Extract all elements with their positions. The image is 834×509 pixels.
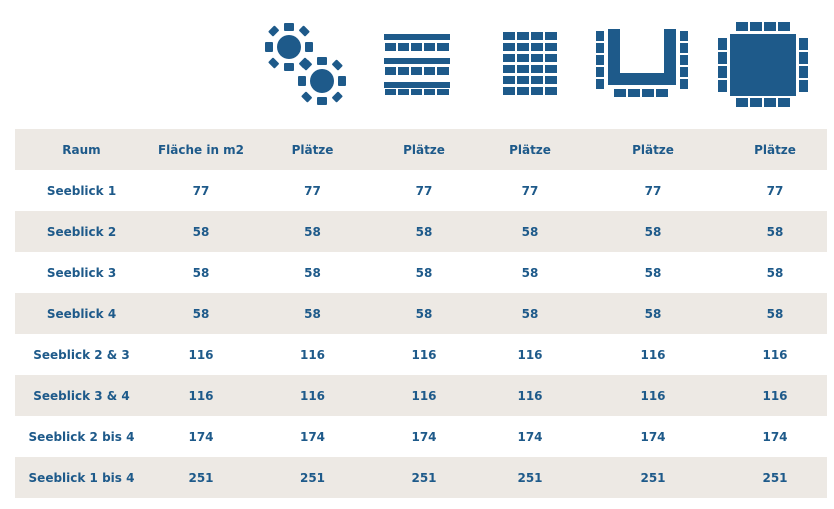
table-row: Seeblick 2 58 58 58 58 58 58 — [15, 211, 827, 252]
seats-value: 116 — [762, 388, 788, 403]
room-capacity-table: Raum Fläche in m2 Plätze Plätze Plätze P… — [15, 129, 827, 498]
seats-value: 251 — [299, 470, 326, 485]
seats-value: 77 — [304, 183, 321, 198]
seats-value: 58 — [415, 224, 433, 239]
table-row: Seeblick 3 & 4 116 116 116 116 116 116 — [15, 375, 827, 416]
seats-value: 116 — [640, 388, 666, 403]
seats-value: 251 — [517, 470, 543, 485]
seats-value: 58 — [644, 265, 662, 280]
seats-value: 77 — [521, 183, 539, 198]
area-value: 251 — [188, 470, 214, 485]
header-room: Raum — [62, 142, 101, 157]
classroom-seating-icon — [384, 34, 450, 96]
seats-value: 251 — [640, 470, 666, 485]
room-name: Seeblick 2 — [46, 224, 117, 239]
seats-value: 116 — [517, 388, 543, 403]
seats-value: 174 — [411, 429, 437, 444]
table-row: Seeblick 3 58 58 58 58 58 58 — [15, 252, 827, 293]
seats-value: 58 — [521, 265, 539, 280]
table-row: Seeblick 4 58 58 58 58 58 58 — [15, 293, 827, 334]
seats-value: 58 — [766, 224, 784, 239]
table-row: Seeblick 2 & 3 116 116 116 116 116 116 — [15, 334, 827, 375]
seats-value: 58 — [304, 306, 321, 321]
seats-value: 58 — [415, 265, 433, 280]
table-row: Seeblick 1 77 77 77 77 77 77 — [15, 170, 827, 211]
seats-value: 251 — [411, 470, 437, 485]
seats-value: 58 — [304, 224, 321, 239]
seats-value: 58 — [766, 265, 784, 280]
theater-seating-icon — [503, 32, 559, 97]
table-row: Seeblick 1 bis 4 251 251 251 251 251 251 — [15, 457, 827, 498]
seating-layout-icons — [0, 0, 834, 130]
seats-value: 58 — [415, 306, 433, 321]
area-value: 174 — [188, 429, 214, 444]
room-name: Seeblick 3 & 4 — [33, 388, 130, 403]
seats-value: 58 — [521, 306, 539, 321]
table-header-row: Raum Fläche in m2 Plätze Plätze Plätze P… — [15, 129, 827, 170]
seats-value: 116 — [762, 347, 788, 362]
seats-value: 58 — [521, 224, 539, 239]
boardroom-block-seating-icon — [718, 22, 808, 108]
area-value: 77 — [192, 183, 210, 198]
header-seats-block: Plätze — [754, 142, 796, 157]
seats-value: 174 — [640, 429, 666, 444]
area-value: 58 — [192, 224, 210, 239]
area-value: 116 — [188, 388, 214, 403]
header-seats-banquet: Plätze — [291, 142, 334, 157]
room-name: Seeblick 3 — [46, 265, 117, 280]
table-row: Seeblick 2 bis 4 174 174 174 174 174 174 — [15, 416, 827, 457]
room-name: Seeblick 1 bis 4 — [28, 470, 135, 485]
room-name: Seeblick 4 — [46, 306, 117, 321]
area-value: 58 — [192, 265, 210, 280]
seats-value: 77 — [766, 183, 784, 198]
seats-value: 116 — [299, 388, 326, 403]
room-name: Seeblick 1 — [46, 183, 117, 198]
seats-value: 174 — [762, 429, 788, 444]
header-seats-theater: Plätze — [509, 142, 551, 157]
seats-value: 251 — [762, 470, 788, 485]
header-area: Fläche in m2 — [157, 142, 245, 157]
seats-value: 58 — [304, 265, 321, 280]
seats-value: 116 — [299, 347, 326, 362]
seats-value: 116 — [411, 388, 437, 403]
banquet-round-tables-icon — [262, 20, 352, 108]
header-seats-u-shape: Plätze — [632, 142, 674, 157]
area-value: 116 — [188, 347, 214, 362]
seats-value: 116 — [640, 347, 666, 362]
seats-value: 174 — [517, 429, 543, 444]
area-value: 58 — [192, 306, 210, 321]
seats-value: 58 — [644, 224, 662, 239]
seats-value: 116 — [411, 347, 437, 362]
seats-value: 77 — [415, 183, 433, 198]
seats-value: 116 — [517, 347, 543, 362]
u-shape-seating-icon — [596, 29, 688, 101]
seats-value: 58 — [766, 306, 784, 321]
seats-value: 174 — [299, 429, 326, 444]
header-seats-classroom: Plätze — [403, 142, 445, 157]
room-name: Seeblick 2 & 3 — [33, 347, 130, 362]
seats-value: 58 — [644, 306, 662, 321]
room-name: Seeblick 2 bis 4 — [28, 429, 135, 444]
seats-value: 77 — [644, 183, 662, 198]
